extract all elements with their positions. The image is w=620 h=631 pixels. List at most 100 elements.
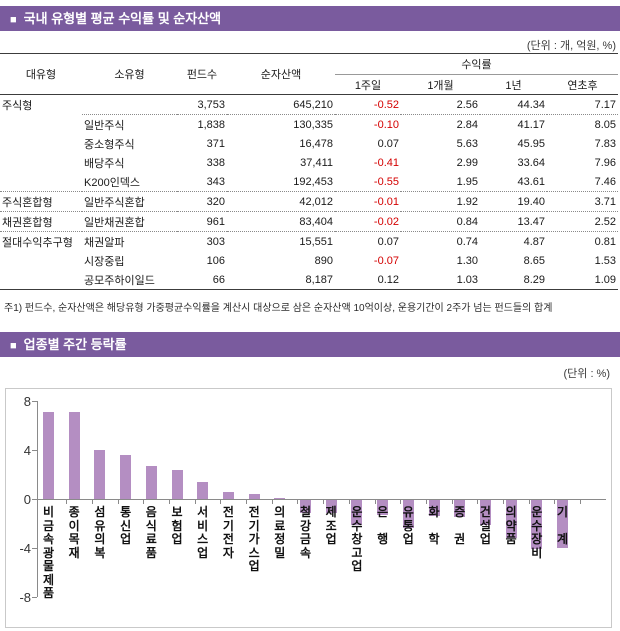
bar <box>274 497 286 499</box>
category-tick <box>220 500 222 504</box>
category-tick <box>117 500 119 504</box>
section1-title: 국내 유형별 평균 수익률 및 순자산액 <box>23 11 222 26</box>
section1-titlebar: ■ 국내 유형별 평균 수익률 및 순자산액 <box>0 6 620 31</box>
bar <box>94 450 106 499</box>
bar <box>120 454 132 499</box>
category-label: 기 계 <box>556 505 569 546</box>
y-axis-tick-label: 8 <box>23 394 31 409</box>
category-tick <box>323 500 325 504</box>
cell-return-ytd: 2.52 <box>547 211 618 232</box>
cell-net-assets: 37,411 <box>300 156 333 169</box>
header-1month: 1개월 <box>427 79 454 92</box>
cell-minor-type: 채권알파 <box>84 236 125 249</box>
cell-major-type <box>0 251 82 270</box>
cell-net-assets: 130,335 <box>293 118 333 131</box>
category-tick <box>348 500 350 504</box>
cell-return-1year: 45.95 <box>517 137 545 150</box>
cell-return-1month: 2.84 <box>456 118 478 131</box>
cell-return-1week: -0.52 <box>335 94 401 115</box>
cell-return-ytd: 7.96 <box>594 156 616 169</box>
cell-return-ytd: 8.05 <box>594 118 616 131</box>
cell-return-1month: 1.95 <box>401 172 480 192</box>
chart-plot-area: 8 4 0 -4 -8 비 금 속 광 물 제 품 종 이 목 재 섬 유 의 복 통 신 업 음 식 료 품 보 험 업 서 비 스 업 전 기 전 자… <box>6 389 611 627</box>
cell-minor-type: 시장중립 <box>84 255 125 268</box>
x-axis-line <box>37 499 606 500</box>
category-tick <box>580 500 582 504</box>
category-tick <box>503 500 504 504</box>
category-tick <box>297 500 299 504</box>
cell-minor-type <box>82 94 177 115</box>
cell-return-1year: 41.17 <box>517 118 545 131</box>
cell-return-1year: 4.87 <box>523 235 545 248</box>
section2-titlebar: ■ 업종별 주간 등락률 <box>0 332 620 357</box>
category-tick <box>91 500 93 504</box>
cell-major-type <box>0 115 82 135</box>
category-tick <box>425 500 427 504</box>
square-bullet-icon: ■ <box>10 340 17 352</box>
cell-fund-count: 3,753 <box>177 94 227 115</box>
category-tick <box>143 500 145 504</box>
cell-return-ytd: 7.83 <box>594 137 616 150</box>
header-1week: 1주일 <box>354 79 382 92</box>
cell-return-1week: 0.12 <box>335 270 401 290</box>
cell-minor-type: 중소형주식 <box>84 138 135 151</box>
cell-major-type <box>0 134 82 153</box>
cell-return-ytd: 7.17 <box>547 94 618 115</box>
category-tick <box>246 500 247 504</box>
table-row: 시장중립 106 890 -0.07 1.30 8.65 1.53 <box>0 251 618 270</box>
header-ytd: 연초후 <box>567 79 598 92</box>
bar <box>454 500 466 518</box>
cell-return-1week: -0.10 <box>373 118 399 131</box>
header-fund-count: 펀드수 <box>177 53 227 95</box>
cell-fund-count: 1,838 <box>197 118 225 131</box>
category-tick <box>554 500 556 504</box>
cell-return-1week: 0.07 <box>377 235 399 248</box>
bar <box>351 500 363 525</box>
cell-net-assets: 42,012 <box>227 191 335 212</box>
table-row: 배당주식 338 37,411 -0.41 2.99 33.64 7.96 <box>0 153 618 172</box>
y-axis-tick <box>32 548 37 549</box>
category-tick <box>400 500 402 504</box>
cell-major-type <box>0 270 82 290</box>
bar <box>531 500 543 549</box>
cell-return-ytd: 1.53 <box>594 254 616 267</box>
category-tick <box>374 500 376 504</box>
cell-return-1year: 19.40 <box>480 191 547 212</box>
cell-return-1year: 13.47 <box>480 211 547 232</box>
cell-major-type <box>0 153 82 172</box>
cell-minor-type: 일반주식혼합 <box>82 191 177 212</box>
y-axis-tick <box>32 499 37 500</box>
bar <box>557 500 568 548</box>
y-axis-tick <box>32 450 37 451</box>
square-bullet-icon: ■ <box>10 14 17 26</box>
cell-fund-count: 343 <box>177 172 227 192</box>
cell-return-ytd: 7.46 <box>547 172 618 192</box>
section2-title: 업종별 주간 등락률 <box>23 337 127 352</box>
table-row: 채권혼합형 일반채권혼합 961 83,404 -0.02 0.84 13.47 2.52 <box>0 211 618 232</box>
cell-return-ytd: 1.09 <box>547 270 618 290</box>
section2-unit-label: (단위 : %) <box>563 368 610 380</box>
cell-minor-type: 일반채권혼합 <box>82 211 177 232</box>
cell-fund-count: 371 <box>206 137 225 150</box>
bar <box>505 500 517 538</box>
cell-return-1year: 33.64 <box>517 156 545 169</box>
bar <box>171 469 183 499</box>
cell-return-1week: -0.07 <box>373 254 399 267</box>
category-tick <box>528 500 530 504</box>
cell-return-1month: 2.99 <box>456 156 478 169</box>
y-axis-tick <box>32 597 37 598</box>
bar <box>402 500 414 529</box>
category-label: 화 학 <box>428 505 440 546</box>
cell-return-1month: 1.92 <box>401 191 480 212</box>
table-row: 일반주식 1,838 130,335 -0.10 2.84 41.17 8.05 <box>0 115 618 135</box>
bar <box>145 465 157 499</box>
cell-net-assets: 16,478 <box>299 137 333 150</box>
